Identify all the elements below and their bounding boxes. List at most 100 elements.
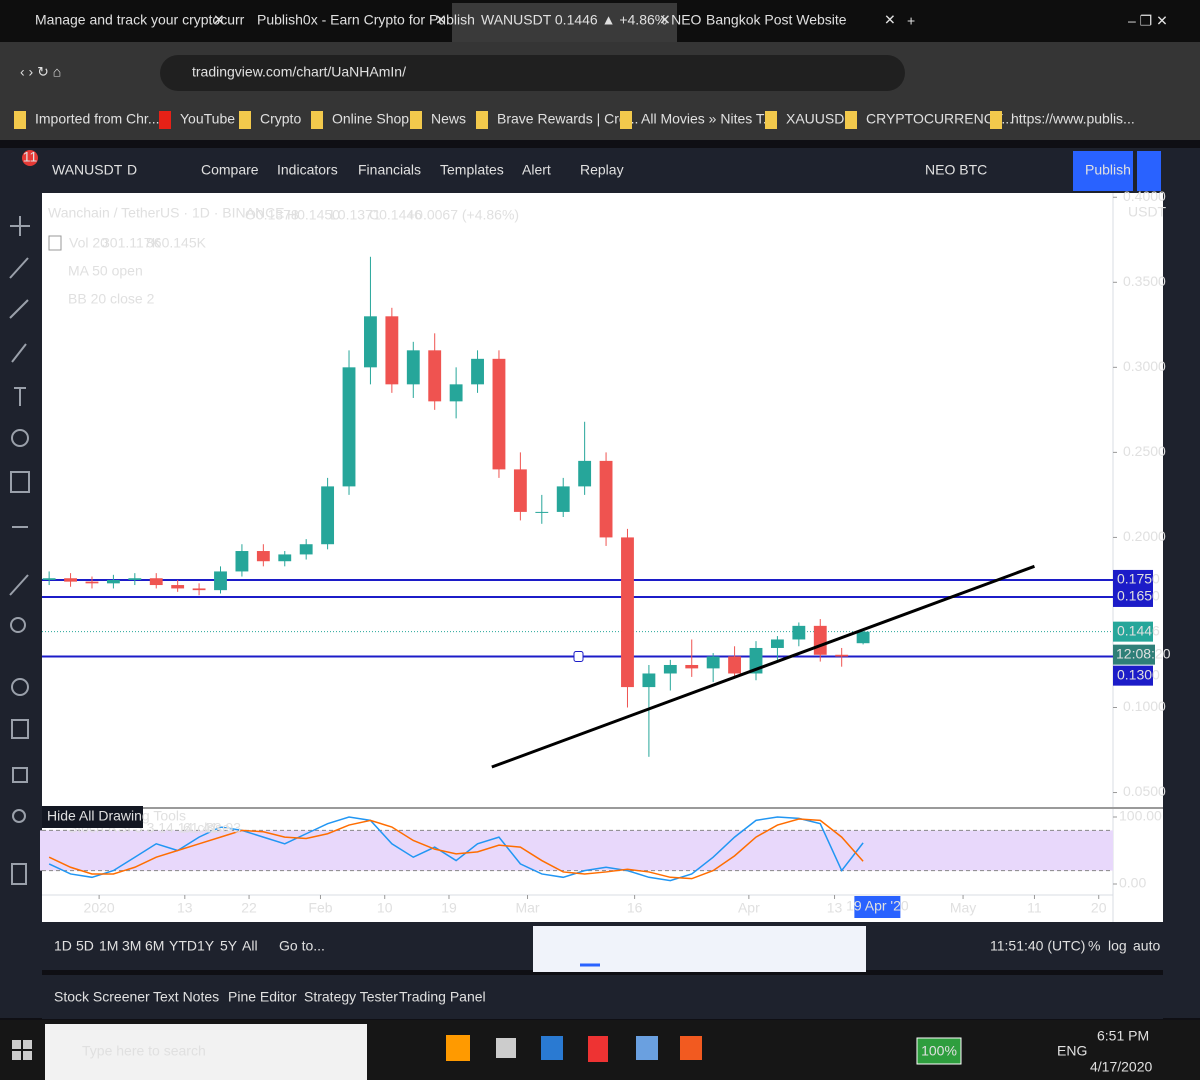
candle-body: [770, 639, 784, 648]
range-button[interactable]: 1D: [54, 938, 72, 954]
tab-close[interactable]: ✕: [884, 12, 896, 28]
candle-body: [364, 316, 377, 368]
window-controls[interactable]: – ❐ ✕: [1128, 13, 1168, 29]
x-tick-label: 2020: [84, 900, 115, 916]
stoch-d-line: [48, 818, 864, 880]
bookmark[interactable]: Online Shop: [332, 111, 409, 127]
publish-arrow[interactable]: [1137, 151, 1161, 191]
x-tick-label: 20: [1091, 900, 1107, 916]
range-button[interactable]: 5D: [76, 938, 94, 954]
compare-pair[interactable]: NEO BTC: [925, 162, 987, 178]
toolbar-item[interactable]: Templates: [440, 162, 504, 178]
bookmark[interactable]: YouTube: [180, 111, 235, 127]
legend-toggle[interactable]: [48, 235, 62, 251]
bookmark[interactable]: News: [431, 111, 466, 127]
search-placeholder[interactable]: Type here to search: [82, 1043, 206, 1059]
bookmark[interactable]: All Movies » Nites T...: [641, 111, 775, 127]
goto[interactable]: Go to...: [279, 938, 325, 954]
candle-body: [235, 551, 249, 572]
language[interactable]: ENG: [1057, 1043, 1087, 1059]
log-toggle[interactable]: log: [1108, 938, 1127, 954]
countdown-box: [1113, 644, 1155, 665]
bookmark[interactable]: XAUUSD: [786, 111, 844, 127]
publish-label[interactable]: Publish: [1085, 162, 1131, 178]
tab-title[interactable]: Manage and track your cryptocurr: [35, 12, 245, 28]
panel-tab[interactable]: Stock Screener: [54, 989, 150, 1005]
range-button[interactable]: All: [242, 938, 258, 954]
candle-body: [471, 358, 484, 385]
candle-body: [792, 625, 806, 640]
percent-toggle[interactable]: %: [1088, 938, 1100, 954]
interval[interactable]: D: [127, 162, 137, 178]
bookmark[interactable]: CRYPTOCURRENCY...: [866, 111, 1013, 127]
line-handle[interactable]: [573, 650, 584, 662]
clock-time[interactable]: 6:51 PM: [1097, 1028, 1149, 1044]
range-button[interactable]: YTD: [169, 938, 197, 954]
range-button[interactable]: 3M: [122, 938, 141, 954]
tab-close[interactable]: ✕: [659, 12, 671, 28]
legend-stoch-k: 61.41: [183, 820, 218, 836]
address-box[interactable]: [160, 55, 905, 91]
candle-body: [642, 673, 656, 688]
url[interactable]: tradingview.com/chart/UaNHAmIn/: [192, 64, 406, 80]
candle-body: [321, 486, 335, 545]
panel-tab[interactable]: Pine Editor: [228, 989, 297, 1005]
candle-body: [728, 656, 742, 674]
toolbar-item[interactable]: Alert: [522, 162, 551, 178]
bookmark[interactable]: Crypto: [260, 111, 301, 127]
toolbar-item[interactable]: Compare: [201, 162, 259, 178]
price-line-box: [1113, 569, 1153, 590]
x-tick-label: 13: [827, 900, 843, 916]
candle-body: [856, 631, 870, 644]
toolbar-item[interactable]: Financials: [358, 162, 421, 178]
active-tab[interactable]: [452, 3, 677, 42]
y-tick-label: 0.4000: [1123, 188, 1166, 204]
bottom-panel: [42, 975, 1163, 1019]
taskbar-icons[interactable]: [12, 1035, 702, 1062]
candle-body: [835, 654, 849, 657]
bookmark-icon: [410, 111, 422, 129]
panel-tab[interactable]: Text Notes: [153, 989, 219, 1005]
new-tab[interactable]: +: [907, 13, 915, 29]
tab-title[interactable]: Publish0x - Earn Crypto for Publish: [257, 12, 475, 28]
panel-tab[interactable]: Strategy Tester: [304, 989, 398, 1005]
y-tick-label: 0.3000: [1123, 358, 1166, 374]
x-tick-label: 11: [1027, 900, 1042, 916]
range-button[interactable]: 6M: [145, 938, 164, 954]
toolbar-item[interactable]: Indicators: [277, 162, 338, 178]
candle-body: [256, 551, 270, 562]
bookmark-icon: [620, 111, 632, 129]
bookmark-icon: [765, 111, 777, 129]
candle-body: [535, 511, 549, 513]
candle-body: [428, 350, 442, 402]
stoch-tick-label: 0.00: [1119, 875, 1146, 891]
drawing-tools[interactable]: [9, 216, 30, 885]
range-button[interactable]: 1M: [99, 938, 118, 954]
clock-date[interactable]: 4/17/2020: [1090, 1059, 1152, 1075]
tab-title[interactable]: WANUSDT 0.1446 ▲ +4.86% NEO: [481, 12, 702, 28]
bookmark[interactable]: https://www.publis...: [1011, 111, 1135, 127]
symbol[interactable]: WANUSDT: [52, 162, 123, 178]
utc-clock[interactable]: 11:51:40 (UTC): [990, 938, 1085, 954]
trend-line: [491, 564, 1035, 769]
legend-vol-b: 860.145K: [146, 235, 207, 251]
panel-tab[interactable]: Trading Panel: [399, 989, 486, 1005]
bookmark[interactable]: Imported from Chr...: [35, 111, 159, 127]
range-button[interactable]: 1Y: [197, 938, 215, 954]
tab-close[interactable]: ✕: [435, 12, 447, 28]
nav-buttons[interactable]: ‹ › ↻ ⌂: [20, 64, 61, 80]
range-button[interactable]: 5Y: [220, 938, 238, 954]
tab-title[interactable]: Bangkok Post Website: [706, 12, 847, 28]
candle-body: [685, 664, 699, 669]
right-sidebar: [1163, 148, 1200, 1018]
toolbar-item[interactable]: Replay: [580, 162, 624, 178]
legend-stoch-d: 33.93: [206, 820, 241, 836]
publish-button[interactable]: [1073, 151, 1133, 191]
chart-area[interactable]: [42, 193, 1163, 922]
bookmark[interactable]: Brave Rewards | Cre...: [497, 111, 638, 127]
auto-toggle[interactable]: auto: [1133, 938, 1160, 954]
candle-body: [449, 384, 463, 402]
search-box[interactable]: [45, 1024, 367, 1080]
tab-close[interactable]: ✕: [213, 12, 225, 28]
